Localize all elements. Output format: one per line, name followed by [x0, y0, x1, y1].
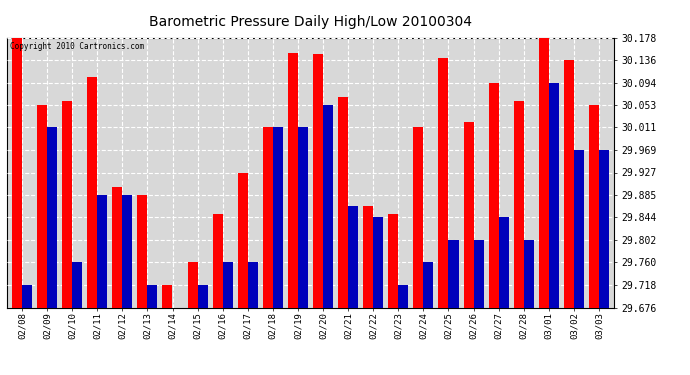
- Bar: [398, 285, 408, 308]
- Bar: [162, 285, 172, 308]
- Bar: [564, 60, 574, 308]
- Bar: [373, 217, 383, 308]
- Bar: [424, 262, 433, 308]
- Bar: [298, 128, 308, 308]
- Bar: [539, 31, 549, 308]
- Bar: [348, 206, 358, 308]
- Bar: [464, 123, 473, 308]
- Bar: [514, 101, 524, 308]
- Bar: [12, 38, 22, 308]
- Bar: [122, 195, 132, 308]
- Bar: [148, 285, 157, 308]
- Bar: [137, 195, 148, 308]
- Bar: [22, 285, 32, 308]
- Bar: [72, 262, 82, 308]
- Bar: [499, 217, 509, 308]
- Bar: [549, 82, 559, 308]
- Bar: [438, 58, 449, 308]
- Bar: [288, 53, 298, 308]
- Bar: [413, 128, 424, 308]
- Bar: [323, 105, 333, 308]
- Bar: [599, 150, 609, 308]
- Bar: [37, 105, 47, 308]
- Bar: [273, 128, 283, 308]
- Bar: [448, 240, 459, 308]
- Text: Barometric Pressure Daily High/Low 20100304: Barometric Pressure Daily High/Low 20100…: [149, 15, 472, 29]
- Bar: [112, 187, 122, 308]
- Bar: [47, 128, 57, 308]
- Bar: [87, 77, 97, 308]
- Bar: [574, 150, 584, 308]
- Bar: [388, 214, 398, 308]
- Bar: [213, 214, 223, 308]
- Bar: [363, 206, 373, 308]
- Bar: [248, 262, 258, 308]
- Bar: [223, 262, 233, 308]
- Bar: [238, 172, 248, 308]
- Bar: [188, 262, 197, 308]
- Bar: [473, 240, 484, 308]
- Bar: [524, 240, 534, 308]
- Bar: [97, 195, 107, 308]
- Bar: [313, 54, 323, 307]
- Bar: [62, 101, 72, 308]
- Bar: [263, 128, 273, 308]
- Bar: [197, 285, 208, 308]
- Text: Copyright 2010 Cartronics.com: Copyright 2010 Cartronics.com: [10, 42, 144, 51]
- Bar: [338, 97, 348, 308]
- Bar: [589, 105, 599, 308]
- Bar: [489, 82, 499, 308]
